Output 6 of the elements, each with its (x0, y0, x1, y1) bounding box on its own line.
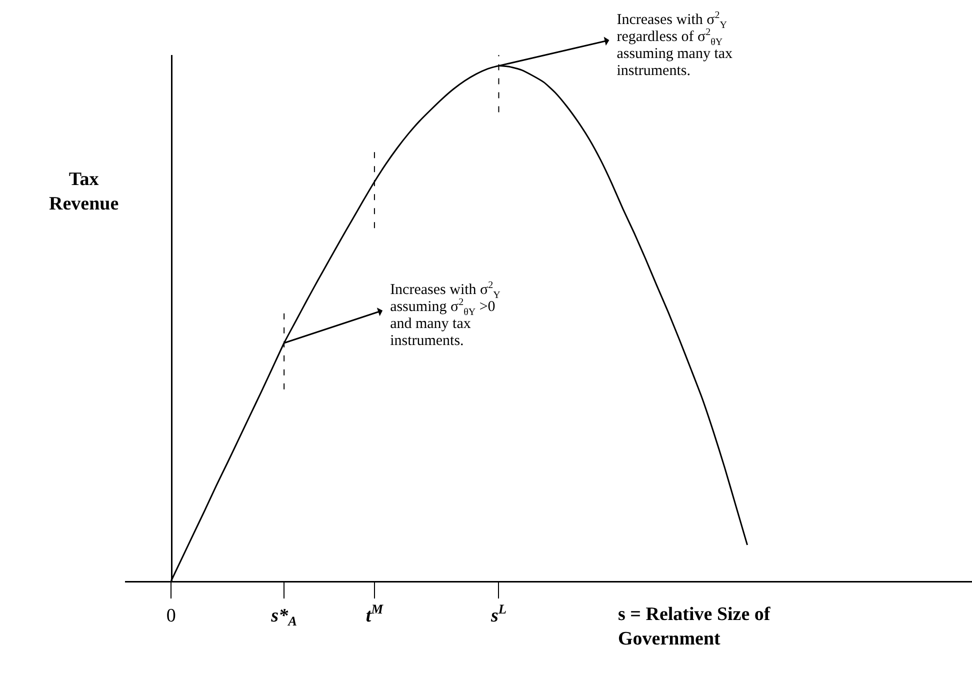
y-axis-title: Tax Revenue (49, 169, 119, 215)
x-tick-label: s*$_{A}$ (270, 605, 298, 628)
x-axis-title: s = Relative Size of Government (618, 604, 771, 650)
x-tick-label: t$^{M}$ (366, 601, 384, 626)
x-tick-label: 0 (166, 605, 176, 626)
x-tick-label: s$^{L}$ (490, 601, 506, 626)
